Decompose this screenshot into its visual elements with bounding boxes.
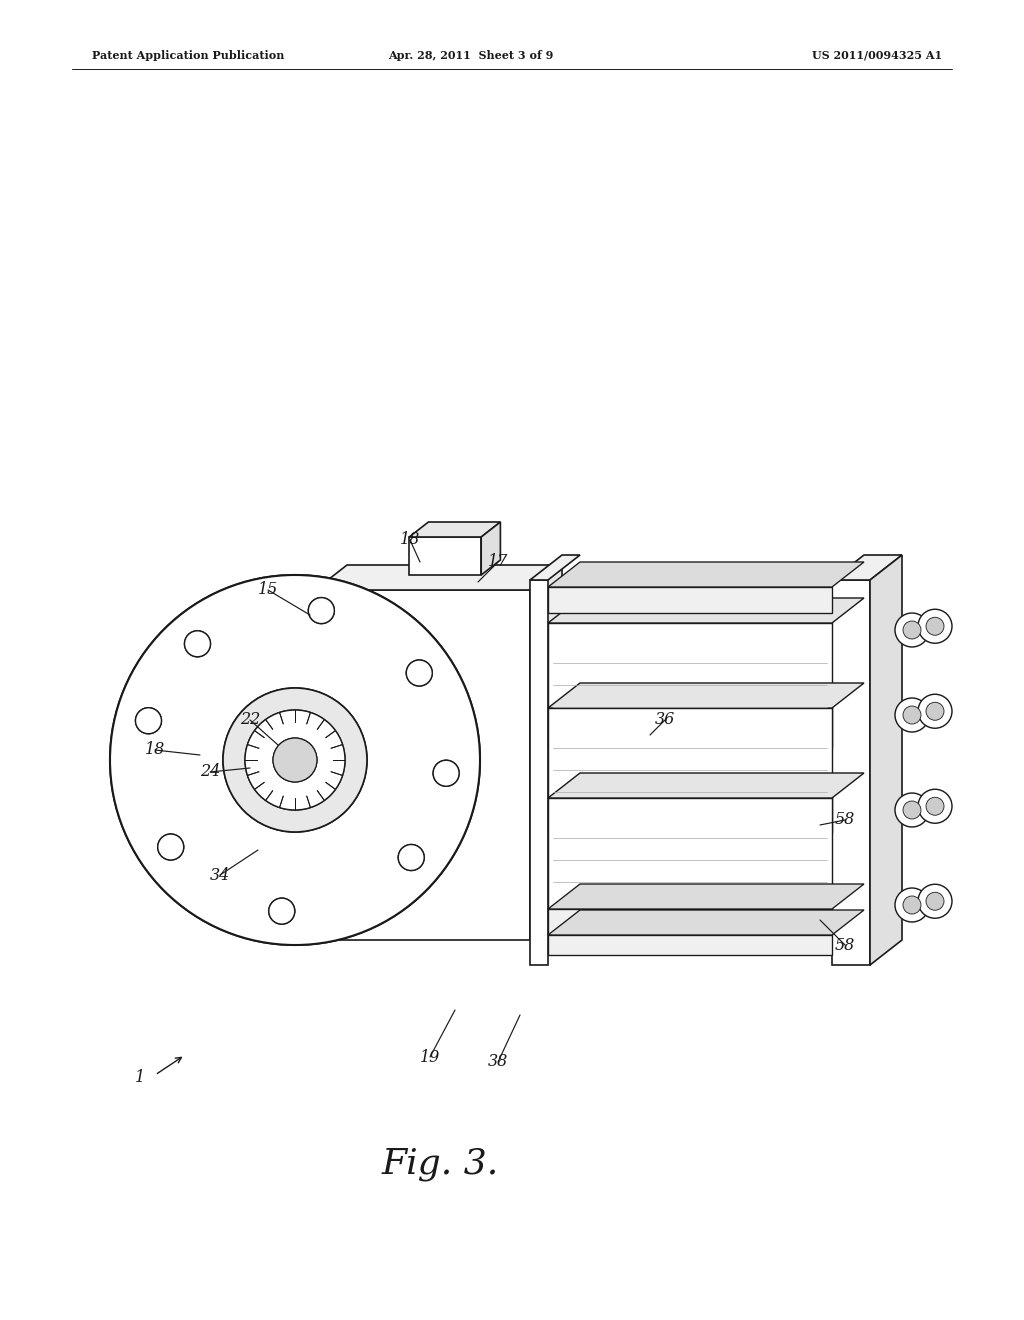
Text: US 2011/0094325 A1: US 2011/0094325 A1 (812, 50, 942, 61)
Circle shape (926, 618, 944, 635)
Circle shape (918, 884, 952, 919)
Circle shape (903, 620, 921, 639)
Text: 36: 36 (655, 711, 675, 729)
Circle shape (918, 610, 952, 643)
Circle shape (926, 702, 944, 721)
Circle shape (135, 708, 162, 734)
Polygon shape (548, 774, 864, 799)
Text: Patent Application Publication: Patent Application Publication (92, 50, 285, 61)
Circle shape (110, 576, 480, 945)
Text: 58: 58 (835, 936, 855, 953)
Text: 17: 17 (487, 553, 508, 570)
Circle shape (398, 845, 424, 870)
Text: 19: 19 (420, 1048, 440, 1065)
Circle shape (918, 789, 952, 824)
Circle shape (433, 760, 459, 787)
Polygon shape (548, 935, 831, 954)
Text: 1: 1 (135, 1068, 145, 1085)
Circle shape (223, 688, 367, 832)
Text: 18: 18 (400, 532, 420, 549)
Circle shape (110, 576, 480, 945)
Polygon shape (530, 579, 548, 965)
Circle shape (245, 710, 345, 810)
Text: 38: 38 (487, 1053, 508, 1071)
Circle shape (433, 760, 459, 787)
Text: Apr. 28, 2011  Sheet 3 of 9: Apr. 28, 2011 Sheet 3 of 9 (388, 50, 554, 61)
Circle shape (308, 598, 335, 623)
Circle shape (308, 598, 335, 623)
Circle shape (895, 793, 929, 828)
Polygon shape (481, 521, 501, 576)
Circle shape (903, 801, 921, 818)
Text: 22: 22 (240, 711, 260, 729)
Text: 58: 58 (835, 812, 855, 829)
Circle shape (926, 797, 944, 816)
Polygon shape (548, 799, 831, 921)
Polygon shape (831, 579, 870, 965)
Circle shape (903, 896, 921, 913)
Circle shape (184, 631, 211, 657)
Polygon shape (410, 521, 501, 537)
Circle shape (926, 892, 944, 911)
Polygon shape (548, 562, 864, 587)
Polygon shape (530, 554, 580, 579)
Circle shape (895, 612, 929, 647)
Circle shape (135, 708, 162, 734)
Circle shape (158, 834, 183, 861)
Polygon shape (548, 623, 831, 747)
Polygon shape (315, 565, 562, 590)
Polygon shape (831, 554, 902, 579)
Polygon shape (548, 708, 831, 832)
Circle shape (273, 738, 317, 781)
Circle shape (268, 898, 295, 924)
Polygon shape (548, 682, 864, 708)
Circle shape (895, 888, 929, 921)
Circle shape (407, 660, 432, 686)
Text: 34: 34 (210, 866, 230, 883)
Circle shape (895, 698, 929, 733)
Polygon shape (548, 587, 831, 612)
Text: 18: 18 (144, 742, 165, 759)
Circle shape (407, 660, 432, 686)
Polygon shape (870, 554, 902, 965)
Circle shape (184, 631, 211, 657)
Circle shape (158, 834, 183, 861)
Circle shape (268, 898, 295, 924)
Polygon shape (410, 537, 481, 576)
Polygon shape (548, 909, 831, 935)
Polygon shape (548, 598, 864, 623)
Polygon shape (548, 909, 864, 935)
Circle shape (223, 688, 367, 832)
Polygon shape (548, 884, 864, 909)
Polygon shape (315, 590, 530, 940)
Text: Fig. 3.: Fig. 3. (382, 1147, 499, 1181)
Text: 24: 24 (200, 763, 220, 780)
Polygon shape (530, 565, 562, 940)
Circle shape (903, 706, 921, 723)
Circle shape (273, 738, 317, 781)
Text: 15: 15 (258, 582, 279, 598)
Circle shape (398, 845, 424, 870)
Circle shape (245, 710, 345, 810)
Circle shape (918, 694, 952, 729)
